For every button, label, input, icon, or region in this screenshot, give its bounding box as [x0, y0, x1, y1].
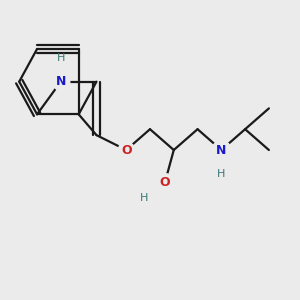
Text: H: H [217, 169, 226, 179]
Text: H: H [57, 53, 65, 63]
Text: O: O [121, 143, 131, 157]
Text: N: N [56, 75, 66, 88]
Text: H: H [140, 193, 148, 202]
Text: O: O [160, 176, 170, 189]
Text: N: N [216, 143, 226, 157]
